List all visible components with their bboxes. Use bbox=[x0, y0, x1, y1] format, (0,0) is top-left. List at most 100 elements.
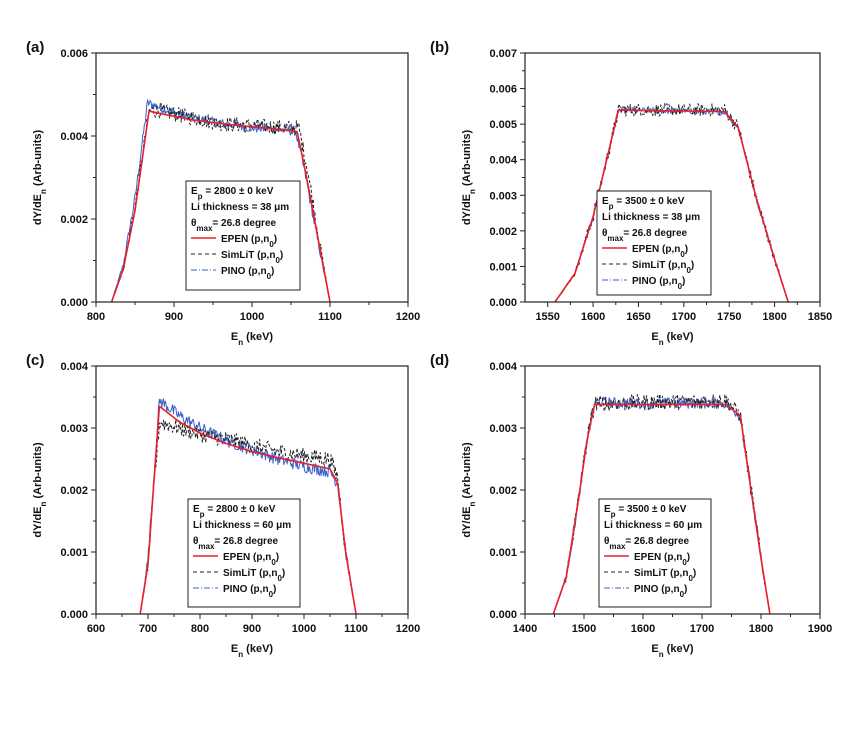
legend-info-sub: max bbox=[198, 542, 215, 551]
legend-info-line: Li thickness = 38 μm bbox=[602, 212, 700, 223]
x-tick-label: 700 bbox=[139, 623, 157, 635]
panel-letter: (c) bbox=[26, 352, 44, 369]
y-axis-label-main: dY/dE bbox=[32, 506, 44, 537]
y-axis-label-main: dY/dE bbox=[461, 194, 473, 225]
y-tick-label: 0.005 bbox=[489, 119, 517, 131]
legend-info-line: Ep = 3500 ± 0 keV bbox=[602, 196, 685, 211]
y-axis-label-sub: n bbox=[39, 501, 48, 506]
y-axis-label-unit: (Arb-units) bbox=[461, 130, 473, 190]
x-axis-label: En (keV) bbox=[651, 331, 694, 347]
y-tick-label: 0.006 bbox=[489, 84, 517, 96]
legend-box bbox=[596, 190, 712, 296]
legend-entry-tail: ) bbox=[274, 234, 277, 245]
legend-entry-text: EPEN (p,n bbox=[632, 244, 680, 255]
x-axis-label-sub: n bbox=[659, 338, 664, 347]
legend-info-line: Ep = 2800 ± 0 keV bbox=[191, 186, 274, 201]
legend-info-sub: max bbox=[607, 234, 624, 243]
y-axis-label-sub: n bbox=[468, 189, 477, 194]
x-axis-label: En (keV) bbox=[651, 643, 694, 659]
legend-entry-sub: 0 bbox=[680, 590, 685, 599]
panel-a: (a) 800 900 1000 1100 1200 0.000 0.002 0.004 0.00… bbox=[26, 39, 420, 347]
legend-info-line: Li thickness = 60 μm bbox=[193, 520, 291, 531]
x-tick-label: 600 bbox=[87, 623, 105, 635]
x-axis-label-sub: n bbox=[659, 650, 664, 659]
x-tick-label: 1750 bbox=[717, 311, 741, 323]
legend-entry-sub: 0 bbox=[686, 266, 691, 275]
legend-info-text: E bbox=[191, 186, 198, 197]
x-tick-label: 1550 bbox=[535, 311, 559, 323]
y-tick-label: 0.004 bbox=[489, 361, 517, 373]
legend-box bbox=[185, 180, 301, 291]
y-tick-label: 0.004 bbox=[489, 155, 517, 167]
legend-info-text: Li thickness = 38 μm bbox=[602, 212, 700, 223]
y-tick-label: 0.006 bbox=[60, 48, 88, 60]
y-tick-label: 0.002 bbox=[489, 226, 517, 238]
legend-info-post: = 3500 ± 0 keV bbox=[616, 504, 687, 515]
legend-entry-text: EPEN (p,n bbox=[221, 234, 269, 245]
x-axis-label-unit: (keV) bbox=[243, 331, 273, 343]
legend-info-line: Ep = 2800 ± 0 keV bbox=[193, 504, 276, 519]
x-tick-label: 1000 bbox=[240, 311, 264, 323]
x-tick-label: 1600 bbox=[581, 311, 605, 323]
legend-entry-text: EPEN (p,n bbox=[634, 552, 682, 563]
y-axis-label-unit: (Arb-units) bbox=[32, 130, 44, 190]
legend-info-line: θmax= 26.8 degree bbox=[191, 218, 277, 233]
panel-letter: (d) bbox=[430, 352, 449, 369]
legend-info-post: = 2800 ± 0 keV bbox=[203, 186, 274, 197]
legend-entry-label: EPEN (p,n0) bbox=[632, 244, 688, 259]
y-axis-label-main: dY/dE bbox=[461, 506, 473, 537]
x-tick-label: 900 bbox=[243, 623, 261, 635]
legend-entry-sub: 0 bbox=[688, 574, 693, 583]
legend-entry-sub: 0 bbox=[277, 574, 282, 583]
x-axis-label-sub: n bbox=[238, 338, 243, 347]
y-tick-label: 0.003 bbox=[60, 423, 88, 435]
y-axis-label-main: dY/dE bbox=[32, 194, 44, 225]
series-line-0 bbox=[139, 405, 357, 614]
legend-entry-label: SimLiT (p,n0) bbox=[223, 568, 285, 583]
legend-entry-sub: 0 bbox=[269, 590, 274, 599]
legend-info-text: θ bbox=[191, 218, 196, 229]
legend-info-line: θmax= 26.8 degree bbox=[193, 536, 279, 551]
x-tick-label: 1900 bbox=[808, 623, 832, 635]
y-axis-label: dY/dEn (Arb-units) bbox=[461, 442, 477, 538]
legend-entry-sub: 0 bbox=[269, 240, 274, 249]
x-axis-label: En (keV) bbox=[231, 643, 274, 659]
legend-info-text: E bbox=[602, 196, 609, 207]
x-tick-label: 1200 bbox=[396, 623, 420, 635]
y-tick-label: 0.000 bbox=[489, 297, 517, 309]
legend-entry-label: EPEN (p,n0) bbox=[223, 552, 279, 567]
legend-info-post: = 26.8 degree bbox=[625, 536, 689, 547]
legend-entry-tail: ) bbox=[693, 568, 696, 579]
x-axis-label-unit: (keV) bbox=[664, 643, 694, 655]
legend-info-text: Li thickness = 60 μm bbox=[193, 520, 291, 531]
legend-entry-label: PINO (p,n0) bbox=[223, 584, 276, 599]
x-axis-label: En (keV) bbox=[231, 331, 274, 347]
legend-info-text: E bbox=[604, 504, 611, 515]
y-tick-label: 0.000 bbox=[489, 609, 517, 621]
y-tick-label: 0.002 bbox=[60, 214, 88, 226]
legend-entry-tail: ) bbox=[685, 244, 688, 255]
legend-entry-label: SimLiT (p,n0) bbox=[634, 568, 696, 583]
legend-entry-label: EPEN (p,n0) bbox=[634, 552, 690, 567]
legend-entry-tail: ) bbox=[276, 552, 279, 563]
series-line-0 bbox=[554, 109, 789, 302]
series-line-2 bbox=[139, 398, 357, 614]
legend-entry-text: PINO (p,n bbox=[632, 276, 678, 287]
legend-entry-tail: ) bbox=[282, 568, 285, 579]
legend-entry-text: SimLiT (p,n bbox=[632, 260, 686, 271]
y-tick-label: 0.002 bbox=[489, 485, 517, 497]
y-axis-label-sub: n bbox=[468, 501, 477, 506]
legend-info-sub: max bbox=[609, 542, 626, 551]
y-tick-label: 0.004 bbox=[60, 361, 88, 373]
legend-entry-label: EPEN (p,n0) bbox=[221, 234, 277, 249]
y-axis-label-unit: (Arb-units) bbox=[461, 442, 473, 502]
legend-entry-tail: ) bbox=[280, 250, 283, 261]
x-tick-label: 1800 bbox=[749, 623, 773, 635]
legend-entry-text: EPEN (p,n bbox=[223, 552, 271, 563]
legend-entry-text: PINO (p,n bbox=[634, 584, 680, 595]
legend-entry-tail: ) bbox=[684, 584, 687, 595]
legend-entry-label: SimLiT (p,n0) bbox=[221, 250, 283, 265]
x-tick-label: 1850 bbox=[808, 311, 832, 323]
legend-info-sub: p bbox=[609, 202, 614, 211]
